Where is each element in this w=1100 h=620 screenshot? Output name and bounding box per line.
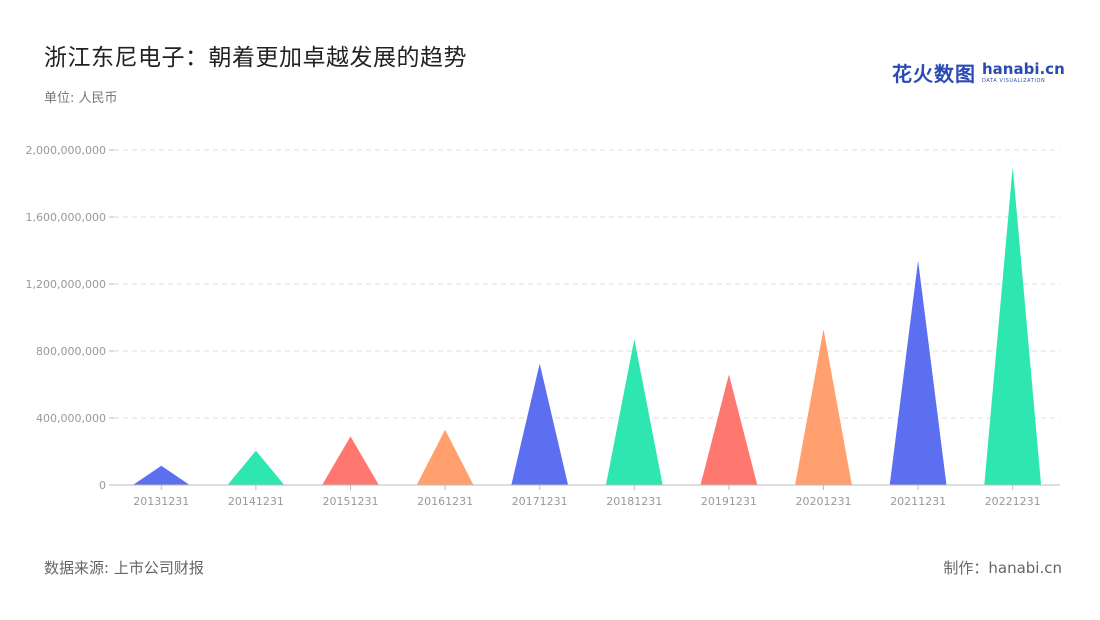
y-tick-label: 2,000,000,000 (26, 144, 106, 157)
bar-20151231 (322, 436, 379, 485)
bar-20201231 (795, 329, 852, 485)
x-tick-label: 20131231 (133, 495, 189, 508)
maker-credit: 制作：hanabi.cn (943, 559, 1062, 577)
data-source: 数据来源: 上市公司财报 (44, 559, 204, 577)
logo-english-block: hanabi.cn DATA VISUALIZATION (982, 59, 1065, 84)
x-tick-label: 20201231 (796, 495, 852, 508)
x-tick-label: 20151231 (323, 495, 379, 508)
x-tick-label: 20221231 (985, 495, 1041, 508)
bar-20171231 (511, 363, 569, 485)
x-tick-label: 20181231 (606, 495, 662, 508)
bar-20141231 (227, 450, 285, 485)
y-tick-label: 400,000,000 (36, 412, 106, 425)
y-axis: 0 400,000,000 800,000,000 1,200,000,000 1,60… (26, 144, 114, 492)
x-tick-label: 20141231 (228, 495, 284, 508)
bar-20191231 (700, 374, 758, 485)
y-tick-label: 0 (99, 479, 106, 492)
chart-title: 浙江东尼电子：朝着更加卓越发展的趋势 (44, 45, 467, 71)
bar-20181231 (605, 339, 663, 485)
bar-20211231 (889, 260, 947, 485)
y-tick-label: 800,000,000 (36, 345, 106, 358)
bar-20221231 (984, 166, 1042, 485)
logo-chinese-text: 花火数图 (892, 62, 976, 86)
bars (132, 166, 1042, 485)
logo-english-text: hanabi.cn (982, 59, 1065, 78)
x-tick-label: 20211231 (890, 495, 946, 508)
x-tick-label: 20171231 (512, 495, 568, 508)
unit-label: 单位: 人民币 (44, 91, 118, 106)
y-tick-label: 1,200,000,000 (26, 278, 106, 291)
bar-20131231 (132, 465, 190, 485)
x-axis: 20131231 20141231 20151231 20161231 20171231… (133, 485, 1041, 508)
grid-lines (114, 149, 1060, 419)
logo-subtitle: DATA VISUALIZATION (982, 77, 1046, 84)
x-tick-label: 20191231 (701, 495, 757, 508)
brand-logo: 花火数图 hanabi.cn DATA VISUALIZATION (892, 58, 1065, 87)
x-tick-label: 20161231 (417, 495, 473, 508)
bar-20161231 (416, 429, 474, 485)
y-tick-label: 1,600,000,000 (26, 211, 106, 224)
